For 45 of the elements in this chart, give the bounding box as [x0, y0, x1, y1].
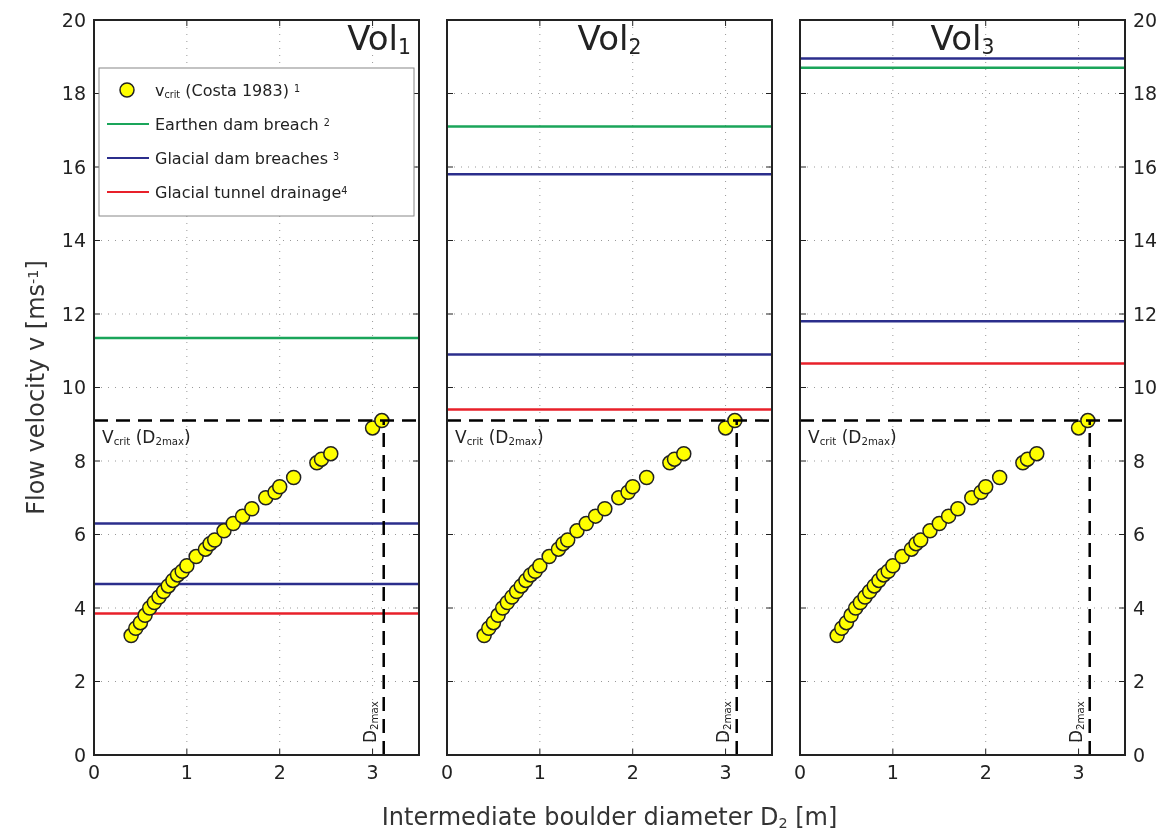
- x-tick-label: 1: [886, 761, 899, 783]
- legend-label: v$_{crit}$ (Costa 1983) $^{1}$: [155, 81, 301, 100]
- y-tick-label: 2: [73, 670, 86, 693]
- x-tick-label: 3: [1072, 761, 1085, 783]
- x-tick-label: 0: [87, 761, 101, 783]
- y-tick-label: 18: [1133, 82, 1158, 105]
- y-tick-label: 20: [1133, 8, 1158, 31]
- y-tick-label: 0: [1133, 743, 1146, 766]
- ref-line-label: V$_{crit}$ (D$_{2max}$): [808, 426, 897, 447]
- ref-line-label: V$_{crit}$ (D$_{2max}$): [455, 426, 544, 447]
- legend-label: Earthen dam breach $^{2}$: [155, 115, 330, 134]
- x-tick-label: 3: [366, 761, 379, 783]
- y-tick-label: 14: [61, 229, 86, 252]
- y-tick-label: 6: [1133, 523, 1146, 546]
- x-tick-label: 2: [979, 761, 992, 783]
- y-tick-label: 4: [1133, 596, 1146, 619]
- chart-title: Vol$_{3}$: [930, 18, 995, 59]
- x-tick-label: 0: [440, 761, 454, 783]
- chart-title: Vol$_{2}$: [577, 18, 642, 59]
- y-tick-label: 10: [61, 376, 86, 399]
- chart-title: Vol$_{1}$: [347, 18, 411, 59]
- y-tick-label: 2: [1133, 670, 1146, 693]
- y-tick-label: 16: [61, 155, 86, 178]
- legend-label: Glacial tunnel drainage$^{4}$: [155, 183, 348, 202]
- y-tick-label: 6: [73, 523, 86, 546]
- y-tick-label: 18: [61, 82, 86, 105]
- y-tick-label: 8: [1133, 449, 1146, 472]
- x-tick-label: 3: [719, 761, 732, 783]
- y-tick-label: 12: [61, 302, 86, 325]
- y-tick-label: 8: [73, 449, 86, 472]
- y-tick-label: 16: [1133, 155, 1158, 178]
- x-tick-label: 0: [793, 761, 807, 783]
- x-tick-label: 2: [626, 761, 639, 783]
- y-tick-label: 20: [61, 8, 86, 31]
- legend-label: Glacial dam breaches $^{3}$: [155, 149, 340, 168]
- x-axis-title: Intermediate boulder diameter D$_{2}$ [m]: [381, 803, 838, 831]
- y-tick-label: 0: [73, 743, 86, 766]
- ref-line-label: V$_{crit}$ (D$_{2max}$): [102, 426, 191, 447]
- y-tick-label: 12: [1133, 302, 1158, 325]
- x-tick-label: 1: [533, 761, 546, 783]
- y-tick-label: 4: [73, 596, 86, 619]
- y-tick-label: 10: [1133, 376, 1158, 399]
- x-tick-label: 2: [273, 761, 286, 783]
- x-tick-label: 1: [180, 761, 193, 783]
- y-tick-label: 14: [1133, 229, 1158, 252]
